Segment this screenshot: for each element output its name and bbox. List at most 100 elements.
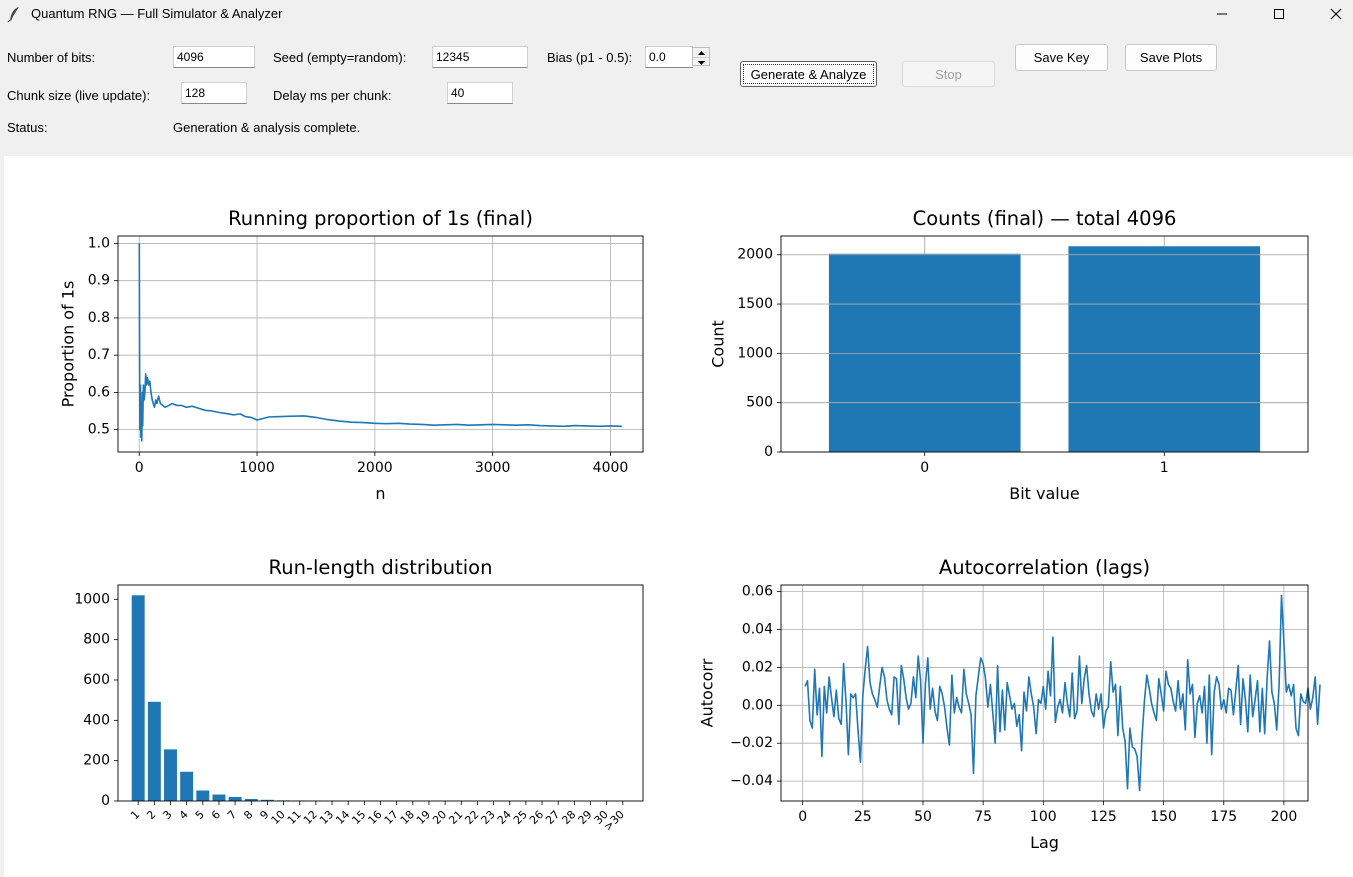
window-title: Quantum RNG — Full Simulator & Analyzer xyxy=(31,6,283,21)
y-tick-label: 200 xyxy=(83,753,110,769)
bar xyxy=(260,799,274,801)
chart-title: Counts (final) — total 4096 xyxy=(913,207,1177,230)
maximize-button[interactable] xyxy=(1256,0,1302,28)
num-bits-input[interactable]: 4096 xyxy=(173,46,255,68)
x-tick-label: 4 xyxy=(177,808,191,822)
bar xyxy=(244,798,258,801)
y-tick-label: 0 xyxy=(764,444,773,460)
feather-icon xyxy=(7,7,19,23)
y-tick-label: 0.8 xyxy=(88,310,110,326)
bar xyxy=(147,701,161,801)
spin-down-icon[interactable] xyxy=(693,57,709,67)
x-tick-label: 50 xyxy=(914,809,932,825)
axes-frame xyxy=(117,235,644,453)
chart-3 xyxy=(114,584,644,805)
spin-up-icon[interactable] xyxy=(693,48,709,57)
x-tick-label: 200 xyxy=(1271,809,1298,825)
y-tick-label: −0.02 xyxy=(730,735,773,751)
bias-label: Bias (p1 - 0.5): xyxy=(547,50,633,65)
x-tick-label: 3 xyxy=(160,808,174,822)
generate-analyze-button[interactable]: Generate & Analyze xyxy=(740,61,877,87)
x-tick-label: 2000 xyxy=(357,460,393,476)
y-tick-label: 0.6 xyxy=(88,384,110,400)
title-bar: Quantum RNG — Full Simulator & Analyzer xyxy=(0,0,1353,28)
axes-frame xyxy=(117,584,644,802)
bias-spinbox[interactable]: 0.0 xyxy=(645,46,693,68)
y-tick-label: 0.7 xyxy=(88,347,110,363)
x-tick-label: 0 xyxy=(798,809,807,825)
bar xyxy=(180,771,194,801)
bar xyxy=(212,794,226,801)
x-tick-label: 150 xyxy=(1150,809,1177,825)
seed-label: Seed (empty=random): xyxy=(273,50,407,65)
y-tick-label: 0 xyxy=(101,793,110,809)
y-tick-label: 0.02 xyxy=(742,659,773,675)
x-tick-label: 8 xyxy=(241,808,255,822)
y-tick-label: 0.00 xyxy=(742,697,773,713)
x-tick-label: 1 xyxy=(1160,460,1169,476)
bar xyxy=(228,796,242,801)
stop-button[interactable]: Stop xyxy=(902,61,995,87)
minimize-button[interactable] xyxy=(1199,0,1245,28)
x-tick-label: 5 xyxy=(193,808,207,822)
y-tick-label: 1000 xyxy=(737,345,773,361)
x-tick-label: 4000 xyxy=(593,460,629,476)
plots-figure: 0.50.60.70.80.91.00 1000 2000 3000 4000Runni… xyxy=(59,207,1321,852)
x-axis-label: Bit value xyxy=(1009,484,1079,503)
chunk-size-label: Chunk size (live update): xyxy=(7,88,151,103)
y-tick-label: 800 xyxy=(83,632,110,648)
x-tick-label: 2 xyxy=(144,808,158,822)
x-tick-label: 125 xyxy=(1090,809,1117,825)
maximize-icon xyxy=(1274,9,1284,19)
series-line xyxy=(138,243,622,442)
y-tick-label: 600 xyxy=(83,672,110,688)
y-tick-label: 400 xyxy=(83,712,110,728)
seed-input[interactable]: 12345 xyxy=(432,46,528,68)
x-tick-label: 0 xyxy=(135,460,144,476)
x-tick-label: 175 xyxy=(1210,809,1237,825)
save-key-button[interactable]: Save Key xyxy=(1015,44,1108,71)
delay-label: Delay ms per chunk: xyxy=(273,88,392,103)
series-line xyxy=(804,594,1321,792)
chart-1 xyxy=(114,235,644,456)
plot-canvas: 0.5 0.6 0.7 0.8 0.9 1.0 0 1000 2000 3000 4000 Runni… xyxy=(4,156,1353,877)
y-tick-label: 0.9 xyxy=(88,273,110,289)
chart-title: Running proportion of 1s (final) xyxy=(228,207,533,230)
chart-title: Run-length distribution xyxy=(269,556,493,579)
bias-spin-buttons[interactable] xyxy=(692,47,710,66)
x-axis-label: Lag xyxy=(1030,833,1059,852)
y-tick-label: 0.04 xyxy=(742,622,773,638)
y-axis-label: Proportion of 1s xyxy=(59,281,78,408)
axes-frame xyxy=(780,584,1309,802)
bar xyxy=(196,790,210,801)
y-tick-label: 1000 xyxy=(74,591,110,607)
minimize-icon xyxy=(1217,13,1227,15)
delay-input[interactable]: 40 xyxy=(447,82,513,104)
y-tick-label: 0.5 xyxy=(88,422,110,438)
status-text: Generation & analysis complete. xyxy=(173,120,361,135)
chart-title: Autocorrelation (lags) xyxy=(939,556,1150,579)
x-tick-label: 0 xyxy=(920,460,929,476)
bar xyxy=(131,595,145,801)
y-tick-label: 1500 xyxy=(737,296,773,312)
y-tick-label: 500 xyxy=(746,395,773,411)
y-tick-label: 0.06 xyxy=(742,584,773,600)
bar xyxy=(1068,246,1261,452)
save-plots-button[interactable]: Save Plots xyxy=(1125,44,1217,71)
x-tick-label: 75 xyxy=(974,809,992,825)
x-axis-label: n xyxy=(375,484,385,503)
close-icon xyxy=(1330,8,1342,20)
x-tick-label: 100 xyxy=(1030,809,1057,825)
chunk-size-input[interactable]: 128 xyxy=(181,82,247,104)
x-tick-label: 3000 xyxy=(475,460,511,476)
y-axis-label: Autocorr xyxy=(698,658,717,727)
x-tick-label: 7 xyxy=(225,808,239,822)
y-tick-label: 1.0 xyxy=(88,235,110,251)
axes-frame xyxy=(780,235,1309,453)
x-tick-label: 1000 xyxy=(239,460,275,476)
close-button[interactable] xyxy=(1313,0,1353,28)
num-bits-label: Number of bits: xyxy=(7,50,96,65)
bar xyxy=(164,749,177,801)
y-tick-label: −0.04 xyxy=(730,773,773,789)
y-axis-label: Count xyxy=(709,320,728,368)
